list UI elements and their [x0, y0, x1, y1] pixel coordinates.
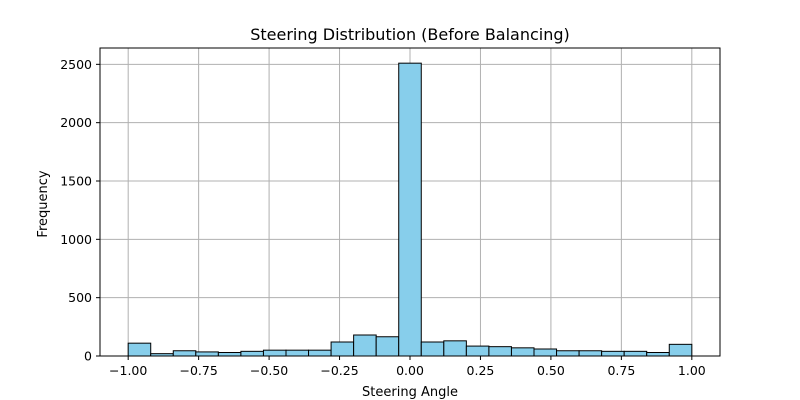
x-tick-label: 1.00 — [678, 363, 706, 378]
y-tick-label: 2500 — [60, 57, 92, 72]
histogram-bar — [398, 62, 422, 357]
histogram-bar — [420, 341, 445, 357]
histogram-bar — [308, 349, 332, 357]
y-tick-label: 0 — [84, 349, 92, 364]
histogram-bar — [195, 351, 219, 357]
histogram-bar — [601, 350, 625, 357]
x-tick-label: 0.75 — [607, 363, 635, 378]
y-axis-ticks: 0 500 1000 1500 2000 2500 — [60, 57, 100, 364]
x-tick-label: 0.00 — [396, 363, 424, 378]
x-tick-label: −0.75 — [179, 363, 217, 378]
histogram-bar — [578, 350, 603, 357]
histogram-bar — [375, 336, 400, 357]
histogram-bar — [353, 334, 377, 357]
y-tick-label: 2000 — [60, 115, 92, 130]
x-tick-label: −1.00 — [109, 363, 147, 378]
histogram-bar — [510, 347, 535, 357]
chart-title: Steering Distribution (Before Balancing) — [250, 25, 570, 44]
histogram-bar — [240, 350, 264, 357]
histogram-bar — [262, 349, 287, 357]
histogram-bar — [465, 345, 490, 357]
y-tick-label: 1500 — [60, 174, 92, 189]
histogram-bar — [285, 349, 310, 357]
bars — [127, 62, 693, 357]
histogram-bar — [127, 342, 152, 357]
histogram-bar — [533, 348, 558, 357]
histogram-bar — [668, 343, 693, 357]
x-axis-ticks: −1.00 −0.75 −0.50 −0.25 0.00 0.25 0.50 0.75 1.00 — [109, 356, 706, 378]
y-tick-label: 1000 — [60, 232, 92, 247]
x-axis-label: Steering Angle — [362, 385, 458, 400]
histogram-bar — [443, 340, 467, 357]
histogram-bar — [623, 350, 648, 357]
x-tick-label: −0.50 — [250, 363, 288, 378]
histogram-bar — [646, 352, 670, 357]
y-axis-label: Frequency — [36, 170, 51, 237]
histogram-bar — [172, 350, 197, 357]
x-tick-label: 0.25 — [467, 363, 495, 378]
x-tick-label: −0.25 — [320, 363, 358, 378]
y-tick-label: 500 — [68, 290, 92, 305]
histogram-bar — [488, 346, 512, 357]
histogram-bar — [556, 350, 580, 357]
x-tick-label: 0.50 — [537, 363, 565, 378]
histogram-bar — [330, 341, 355, 357]
histogram-bar — [217, 352, 242, 357]
